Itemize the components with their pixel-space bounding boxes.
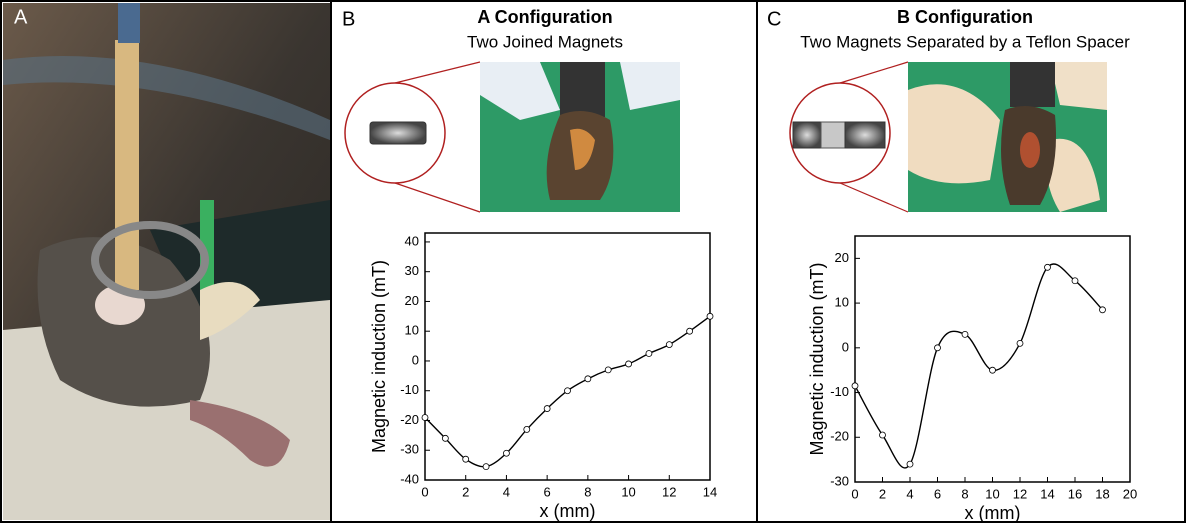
data-point — [422, 415, 428, 421]
data-point — [503, 450, 509, 456]
chart-title: B Configuration — [897, 7, 1033, 27]
y-tick-label: -30 — [400, 442, 419, 457]
figure: A B A Configuration Two Joined Magnets 0 2 4 6… — [0, 0, 1186, 523]
panel-label: A — [14, 6, 28, 28]
x-tick-label: 8 — [584, 484, 591, 499]
x-tick-label: 14 — [703, 484, 717, 499]
panel-label: B — [342, 8, 355, 30]
x-tick-label: 4 — [906, 486, 913, 501]
data-point — [626, 361, 632, 367]
x-axis-label: x (mm) — [540, 501, 596, 521]
data-point — [1017, 340, 1023, 346]
data-point — [935, 345, 941, 351]
x-tick-label: 12 — [662, 484, 676, 499]
x-tick-label: 10 — [985, 486, 999, 501]
data-point — [687, 328, 693, 334]
inset-b — [345, 62, 680, 212]
y-tick-label: -20 — [830, 429, 849, 444]
chart-title: A Configuration — [477, 7, 612, 27]
data-point — [990, 367, 996, 373]
y-tick-label: 30 — [405, 263, 419, 278]
x-tick-label: 20 — [1123, 486, 1137, 501]
data-point — [646, 351, 652, 357]
data-point — [907, 461, 913, 467]
data-point — [585, 376, 591, 382]
x-tick-label: 14 — [1040, 486, 1054, 501]
x-tick-label: 2 — [462, 484, 469, 499]
x-tick-label: 18 — [1095, 486, 1109, 501]
x-tick-label: 0 — [851, 486, 858, 501]
y-tick-label: -30 — [830, 473, 849, 488]
data-point — [463, 456, 469, 462]
chart-subtitle: Two Joined Magnets — [467, 32, 623, 51]
y-tick-label: 20 — [835, 250, 849, 265]
x-tick-label: 10 — [621, 484, 635, 499]
x-tick-label: 12 — [1013, 486, 1027, 501]
y-tick-label: -10 — [830, 384, 849, 399]
data-point — [605, 367, 611, 373]
y-tick-label: 0 — [412, 352, 419, 367]
y-tick-label: -10 — [400, 382, 419, 397]
x-tick-label: 8 — [961, 486, 968, 501]
x-tick-label: 6 — [934, 486, 941, 501]
x-tick-label: 6 — [544, 484, 551, 499]
y-tick-label: -40 — [400, 471, 419, 486]
photo-a — [3, 3, 330, 520]
y-tick-label: 10 — [405, 323, 419, 338]
data-line — [855, 264, 1103, 468]
y-tick-label: -20 — [400, 412, 419, 427]
y-axis-label: Magnetic induction (mT) — [369, 260, 389, 453]
data-point — [666, 342, 672, 348]
data-point — [524, 426, 530, 432]
y-tick-label: 10 — [835, 295, 849, 310]
data-point — [707, 313, 713, 319]
data-point — [544, 406, 550, 412]
data-point — [1045, 264, 1051, 270]
data-point — [962, 331, 968, 337]
data-point — [442, 435, 448, 441]
data-point — [880, 432, 886, 438]
data-point — [852, 383, 858, 389]
panel-label: C — [767, 8, 781, 30]
y-tick-label: 40 — [405, 233, 419, 248]
plot-frame — [425, 233, 710, 480]
data-point — [1100, 307, 1106, 313]
plot-frame — [855, 236, 1130, 482]
y-tick-label: 0 — [842, 339, 849, 354]
y-tick-label: 20 — [405, 293, 419, 308]
chart-subtitle: Two Magnets Separated by a Teflon Spacer — [800, 32, 1130, 51]
data-point — [565, 388, 571, 394]
y-axis-label: Magnetic induction (mT) — [807, 262, 827, 455]
data-point — [483, 464, 489, 470]
x-tick-label: 2 — [879, 486, 886, 501]
inset-c — [790, 62, 1107, 212]
x-axis-label: x (mm) — [965, 503, 1021, 523]
data-point — [1072, 278, 1078, 284]
x-tick-label: 16 — [1068, 486, 1082, 501]
x-tick-label: 4 — [503, 484, 510, 499]
x-tick-label: 0 — [421, 484, 428, 499]
